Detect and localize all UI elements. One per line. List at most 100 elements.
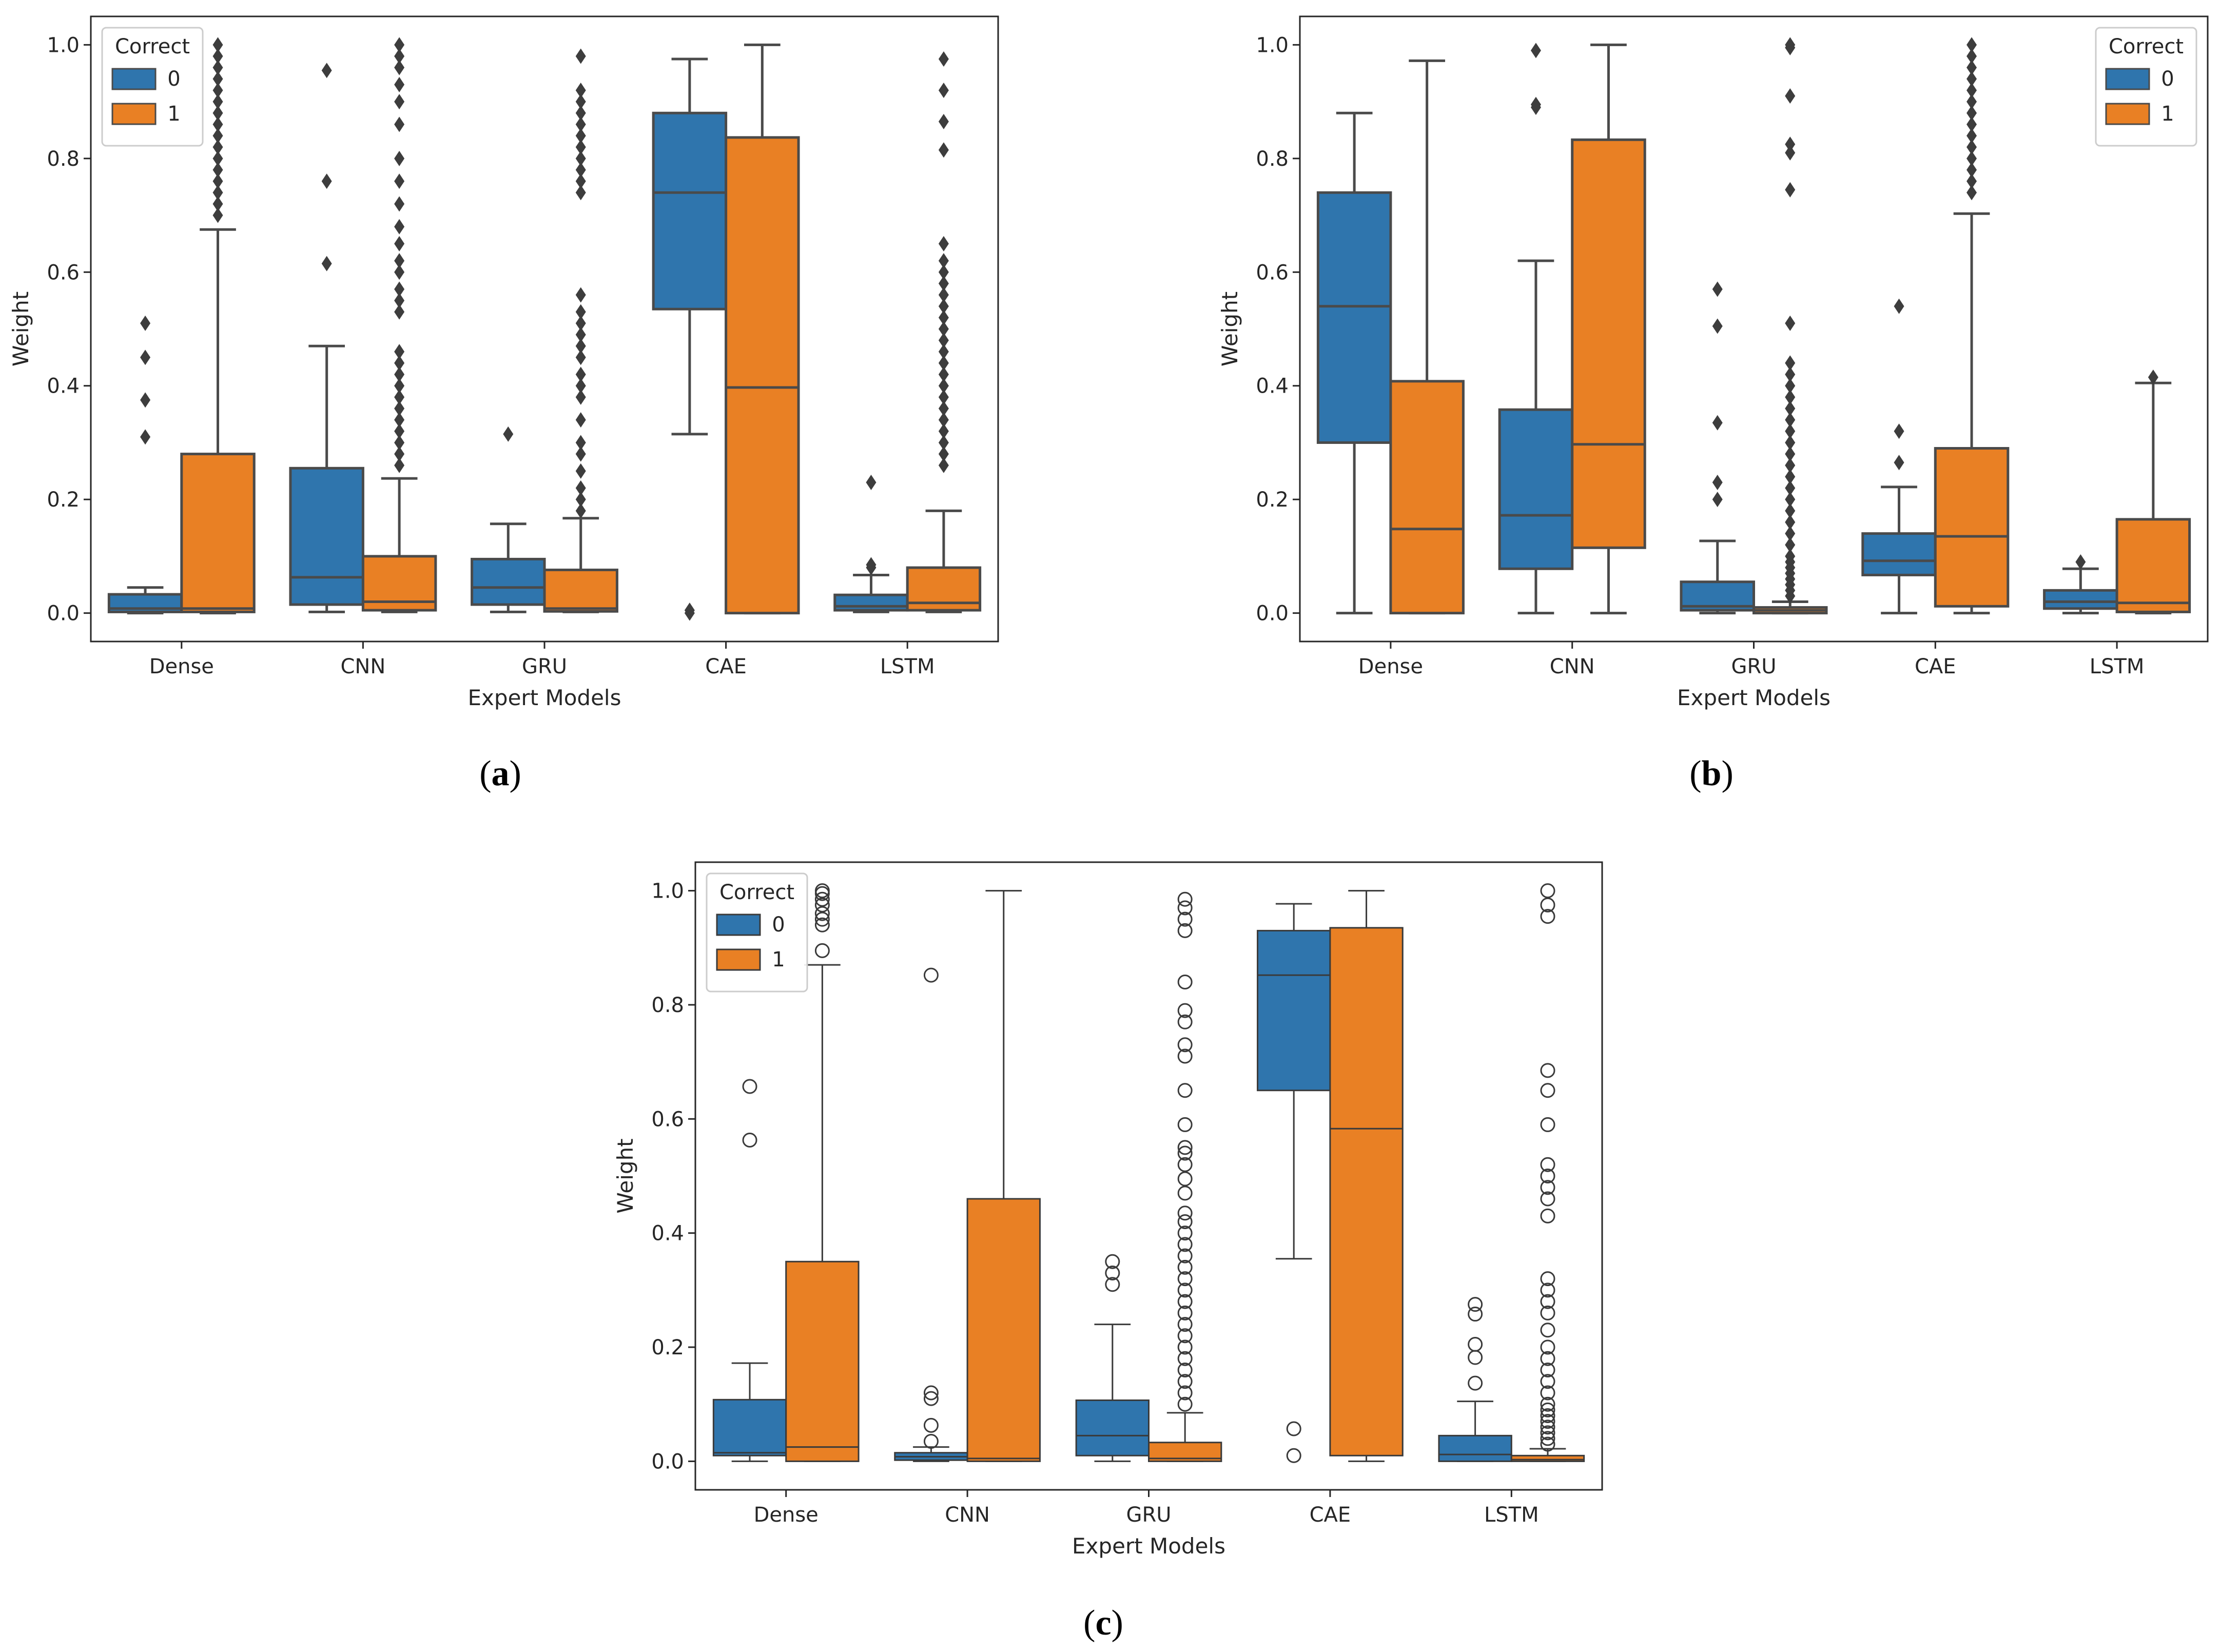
outlier-point [1966, 150, 1977, 166]
outlier-point [575, 116, 586, 132]
outlier-point [1785, 355, 1796, 371]
outlier-point [1468, 1375, 1483, 1391]
box-body [725, 136, 800, 615]
outlier-point [1177, 923, 1193, 938]
outlier-point [866, 474, 877, 490]
outlier-point [394, 264, 405, 280]
outlier-point [1177, 1351, 1193, 1366]
outlier-point [1540, 1169, 1555, 1183]
outlier-point [1540, 1351, 1555, 1366]
box-body [652, 111, 728, 310]
box-cnn-correct-0 [1498, 43, 1574, 615]
box-lstm-correct-1 [1510, 883, 1585, 1462]
outlier-point [923, 1417, 939, 1433]
legend-swatch-1 [111, 103, 157, 125]
outlier-point [1177, 1014, 1193, 1029]
outlier-point [1785, 526, 1796, 541]
outlier-point [575, 162, 586, 178]
legend-swatch-0 [2105, 68, 2150, 90]
box-dense-correct-1 [1389, 59, 1465, 615]
outlier-point [1966, 185, 1977, 201]
y-tick-label: 0.6 [651, 1107, 684, 1131]
outlier-point [1540, 1402, 1555, 1417]
box-gru-correct-1 [1148, 891, 1222, 1462]
box-lstm-correct-1 [906, 51, 982, 613]
outlier-point [575, 492, 586, 508]
outlier-point [212, 150, 223, 166]
outlier-point [1966, 71, 1977, 87]
outlier-point [1177, 1048, 1193, 1064]
y-tick-label: 0.4 [47, 375, 80, 398]
outlier-point [1540, 1083, 1555, 1098]
outlier-point [1540, 1063, 1555, 1078]
outlier-point [1785, 514, 1796, 530]
outlier-point [1540, 1339, 1555, 1355]
outlier-point [1966, 94, 1977, 110]
outlier-point [1540, 1305, 1555, 1320]
outlier-point [938, 142, 949, 158]
outlier-point [814, 883, 830, 899]
panel-caption: (a) [479, 754, 521, 793]
outlier-point [1177, 1282, 1193, 1298]
outlier-point [814, 943, 830, 958]
x-tick-label: CAE [705, 655, 747, 678]
x-tick-label: CNN [945, 1503, 990, 1527]
outlier-point [394, 281, 405, 297]
box-cnn-correct-0 [894, 967, 968, 1462]
y-tick-label: 0.0 [651, 1450, 684, 1473]
outlier-point [394, 389, 405, 405]
outlier-point [1540, 1363, 1555, 1378]
outlier-point [1785, 435, 1796, 451]
outlier-point [575, 48, 586, 64]
outlier-point [1177, 1363, 1193, 1378]
box-lstm-correct-0 [833, 474, 909, 613]
outlier-point [1530, 96, 1541, 112]
chart-panel-2: 0.0 0.2 0.4 0.6 0.8 1.0 Dense CNN GRU CAE LSTM Expe… [1217, 15, 2209, 793]
outlier-point [938, 264, 949, 280]
outlier-point [1712, 318, 1723, 334]
outlier-point [1540, 1157, 1555, 1172]
x-tick-label: LSTM [1484, 1503, 1539, 1527]
outlier-point [938, 389, 949, 405]
outlier-point [1894, 298, 1904, 314]
outlier-point [1966, 173, 1977, 189]
outlier-point [1177, 1339, 1193, 1355]
outlier-point [938, 287, 949, 303]
legend: Correct 0 1 [101, 27, 204, 147]
outlier-point [814, 911, 830, 927]
outlier-point [1177, 1140, 1193, 1155]
outlier-point [938, 51, 949, 67]
outlier-point [1177, 1328, 1193, 1344]
outlier-point [938, 82, 949, 98]
outlier-point [212, 82, 223, 98]
outlier-point [1785, 389, 1796, 405]
outlier-point [1785, 412, 1796, 428]
outlier-point [1177, 1248, 1193, 1264]
outlier-point [1177, 1374, 1193, 1389]
box-cnn-correct-0 [289, 63, 364, 613]
outlier-point [1540, 1282, 1555, 1298]
outlier-point [212, 139, 223, 155]
outlier-point [575, 378, 586, 394]
outlier-point [394, 344, 405, 360]
outlier-point [212, 71, 223, 87]
outlier-point [1540, 1374, 1555, 1389]
outlier-point [1785, 88, 1796, 104]
outlier-point [1785, 137, 1796, 152]
legend-label-1: 1 [2161, 102, 2174, 126]
outlier-point [1177, 974, 1193, 989]
outlier-point [1785, 480, 1796, 496]
outlier-point [394, 94, 405, 110]
outlier-point [321, 63, 332, 79]
outlier-point [1177, 1226, 1193, 1241]
box-body [471, 557, 546, 606]
y-tick-label: 1.0 [651, 880, 684, 903]
outlier-point [1177, 1259, 1193, 1275]
outlier-point [1468, 1350, 1483, 1365]
outlier-point [1177, 1385, 1193, 1401]
box-body [2043, 589, 2118, 610]
outlier-point [1966, 116, 1977, 132]
x-tick-label: CNN [1550, 655, 1595, 678]
outlier-point [1712, 474, 1723, 490]
